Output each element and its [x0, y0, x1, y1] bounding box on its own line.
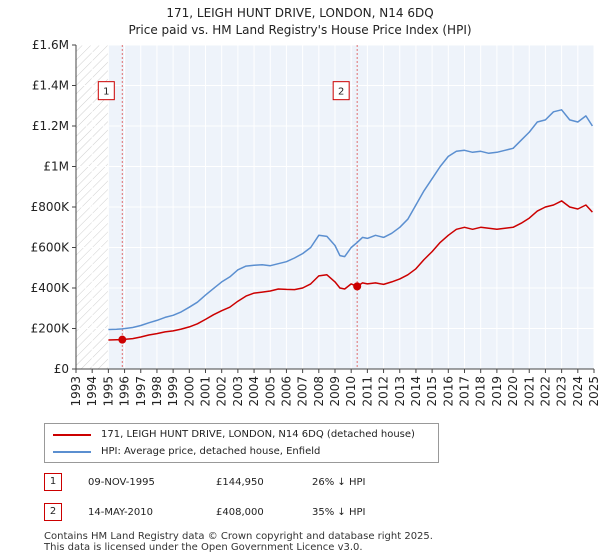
x-tick-label: 2025: [587, 376, 600, 407]
x-tick-label: 2021: [522, 376, 536, 407]
transaction-hpi-diff: 35% ↓ HPI: [312, 507, 366, 518]
y-tick-label: £1.4M: [32, 79, 69, 93]
footer: Contains HM Land Registry data © Crown c…: [44, 531, 433, 553]
x-tick-label: 2022: [538, 376, 552, 407]
chart-title: 171, LEIGH HUNT DRIVE, LONDON, N14 6DQ: [166, 6, 433, 20]
x-tick-label: 2010: [344, 376, 358, 407]
legend-label-property: 171, LEIGH HUNT DRIVE, LONDON, N14 6DQ (…: [101, 429, 415, 440]
property-series-line: [108, 200, 593, 341]
x-tick-label: 2014: [409, 376, 423, 407]
x-tick-label: 2018: [474, 376, 488, 407]
sale-label-box: [332, 81, 350, 101]
x-tick-label: 1993: [69, 376, 83, 407]
sale-label: 2: [338, 87, 344, 98]
y-tick-label: £800K: [31, 200, 71, 214]
footer-license: This data is licensed under the Open Gov…: [44, 542, 363, 553]
x-tick-label: 2011: [360, 376, 374, 407]
x-tick-label: 2013: [393, 376, 407, 407]
x-tick-label: 2017: [458, 376, 472, 407]
x-tick-label: 2009: [328, 376, 342, 407]
transaction-number: 1: [44, 473, 62, 491]
chart-subtitle: Price paid vs. HM Land Registry's House …: [128, 23, 471, 37]
y-tick-label: £1M: [43, 160, 69, 174]
x-tick-label: 2001: [199, 376, 213, 407]
x-tick-label: 2004: [247, 376, 261, 407]
x-tick-label: 2002: [215, 376, 229, 407]
y-tick-label: £400K: [31, 281, 71, 295]
price-chart: 171, LEIGH HUNT DRIVE, LONDON, N14 6DQ P…: [31, 6, 600, 407]
x-tick-label: 2020: [506, 376, 520, 407]
sale-label: 1: [103, 87, 109, 98]
x-tick-label: 2007: [296, 376, 310, 407]
legend-label-hpi: HPI: Average price, detached house, Enfi…: [101, 446, 321, 457]
x-tick-label: 1998: [150, 376, 164, 407]
y-tick-label: £0: [54, 362, 69, 376]
transaction-date: 09-NOV-1995: [88, 477, 155, 488]
transaction-hpi-diff: 26% ↓ HPI: [312, 477, 366, 488]
sale-point: [353, 282, 362, 291]
transaction-number: 2: [44, 503, 62, 521]
transaction-price: £408,000: [216, 507, 264, 518]
transaction-price: £144,950: [216, 477, 264, 488]
x-tick-label: 2016: [441, 376, 455, 407]
x-tick-label: 1996: [118, 376, 132, 407]
legend-swatch-hpi: [53, 451, 91, 453]
x-tick-label: 2023: [555, 376, 569, 407]
x-tick-label: 1999: [166, 376, 180, 407]
x-tick-label: 2024: [571, 376, 585, 407]
sale-label-box: [97, 81, 115, 101]
sale-point: [118, 335, 127, 344]
x-tick-label: 1997: [134, 376, 148, 407]
x-tick-label: 2003: [231, 376, 245, 407]
y-tick-label: £1.2M: [32, 119, 69, 133]
x-tick-label: 2005: [263, 376, 277, 407]
x-tick-label: 2019: [490, 376, 504, 407]
transaction-date: 14-MAY-2010: [88, 507, 154, 518]
legend: 171, LEIGH HUNT DRIVE, LONDON, N14 6DQ (…: [44, 423, 439, 463]
legend-swatch-property: [53, 434, 91, 436]
x-tick-label: 2008: [312, 376, 326, 407]
x-tick-label: 1995: [101, 376, 115, 407]
y-tick-label: £600K: [31, 241, 71, 255]
footer-copyright: Contains HM Land Registry data © Crown c…: [44, 531, 433, 542]
x-tick-label: 2000: [182, 376, 196, 407]
x-tick-label: 2012: [377, 376, 391, 407]
hpi-series-line: [108, 109, 594, 331]
x-tick-label: 2006: [279, 376, 293, 407]
y-tick-label: £1.6M: [32, 38, 69, 52]
x-tick-label: 2015: [425, 376, 439, 407]
x-tick-label: 1994: [85, 376, 99, 407]
y-tick-label: £200K: [31, 322, 71, 336]
